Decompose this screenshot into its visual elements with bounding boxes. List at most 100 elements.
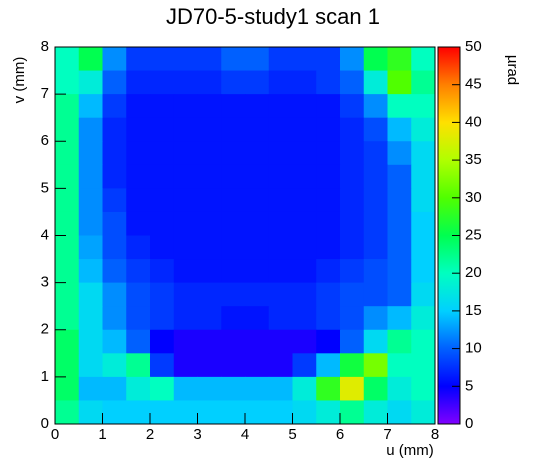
heatmap-cell: [221, 211, 246, 236]
heatmap-cell: [292, 211, 317, 236]
heatmap-cell: [387, 164, 412, 189]
heatmap-cell: [173, 353, 198, 378]
heatmap-cell: [173, 47, 198, 72]
heatmap-cell: [55, 117, 80, 142]
heatmap-cell: [78, 353, 103, 378]
heatmap-cell: [292, 188, 317, 213]
heatmap-cell: [78, 306, 103, 331]
heatmap-cell: [363, 117, 388, 142]
heatmap-cell: [411, 400, 436, 425]
heatmap-cell: [340, 94, 365, 119]
heatmap-cell: [197, 353, 222, 378]
heatmap-cell: [102, 47, 127, 72]
x-tick-label: 5: [288, 426, 296, 443]
heatmap-cell: [221, 70, 246, 95]
heatmap-cell: [411, 353, 436, 378]
heatmap-cell: [55, 329, 80, 354]
heatmap-cell: [292, 259, 317, 284]
heatmap-cell: [340, 376, 365, 401]
heatmap-cell: [316, 141, 341, 166]
heatmap-cell: [245, 235, 270, 260]
heatmap-cell: [387, 306, 412, 331]
colorbar-tick-label: 35: [465, 151, 482, 168]
heatmap-cell: [78, 141, 103, 166]
heatmap-cell: [55, 211, 80, 236]
heatmap-cell: [411, 282, 436, 307]
heatmap-cell: [411, 70, 436, 95]
heatmap-cell: [292, 353, 317, 378]
heatmap-cell: [411, 94, 436, 119]
heatmap-cell: [102, 141, 127, 166]
heatmap-cell: [268, 259, 293, 284]
heatmap-cell: [173, 164, 198, 189]
heatmap-cell: [387, 70, 412, 95]
heatmap-cell: [268, 211, 293, 236]
heatmap-cell: [221, 306, 246, 331]
colorbar-tick-label: 10: [465, 340, 482, 357]
heatmap-cell: [197, 282, 222, 307]
heatmap-cell: [316, 235, 341, 260]
heatmap-cell: [102, 306, 127, 331]
heatmap-cell: [387, 282, 412, 307]
heatmap-cell: [387, 235, 412, 260]
heatmap-cell: [292, 306, 317, 331]
heatmap-cell: [55, 47, 80, 72]
heatmap-cell: [126, 70, 151, 95]
heatmap-cell: [221, 400, 246, 425]
heatmap-cell: [363, 70, 388, 95]
heatmap-cell: [387, 211, 412, 236]
heatmap-cell: [268, 235, 293, 260]
heatmap-cell: [387, 117, 412, 142]
heatmap-cell: [316, 400, 341, 425]
heatmap-cell: [363, 400, 388, 425]
heatmap-cell: [363, 235, 388, 260]
heatmap-cell: [268, 188, 293, 213]
heatmap-cell: [316, 259, 341, 284]
heatmap-cell: [55, 400, 80, 425]
heatmap-cell: [173, 188, 198, 213]
heatmap-cell: [245, 259, 270, 284]
heatmap-cell: [221, 235, 246, 260]
heatmap-cell: [102, 353, 127, 378]
heatmap-cell: [245, 117, 270, 142]
heatmap-cell: [245, 329, 270, 354]
heatmap-cell: [55, 306, 80, 331]
heatmap-cell: [78, 235, 103, 260]
heatmap-cell: [78, 164, 103, 189]
heatmap-cell: [292, 141, 317, 166]
colorbar-tick-label: 5: [465, 377, 473, 394]
colorbar-tick-label: 20: [465, 264, 482, 281]
heatmap-cell: [55, 188, 80, 213]
heatmap-cell: [78, 329, 103, 354]
heatmap-cell: [221, 164, 246, 189]
heatmap-cell: [363, 329, 388, 354]
heatmap-cell: [316, 94, 341, 119]
heatmap-cell: [102, 164, 127, 189]
heatmap-cell: [197, 306, 222, 331]
heatmap-cell: [55, 235, 80, 260]
y-axis-label: v (mm): [11, 57, 28, 104]
heatmap-cell: [150, 70, 175, 95]
heatmap-cell: [150, 282, 175, 307]
heatmap-cell: [197, 376, 222, 401]
heatmap-cell: [411, 117, 436, 142]
heatmap-cell: [363, 376, 388, 401]
heatmap-cell: [363, 259, 388, 284]
x-tick-label: 7: [383, 426, 391, 443]
heatmap-cell: [126, 47, 151, 72]
heatmap-cell: [245, 282, 270, 307]
heatmap-cell: [387, 353, 412, 378]
heatmap-cell: [292, 117, 317, 142]
heatmap-cell: [245, 94, 270, 119]
heatmap-cell: [411, 188, 436, 213]
heatmap-cell: [173, 141, 198, 166]
heatmap-cell: [411, 306, 436, 331]
heatmap-cell: [126, 141, 151, 166]
heatmap-cell: [340, 235, 365, 260]
heatmap-cell: [221, 94, 246, 119]
heatmap-cell: [292, 282, 317, 307]
heatmap-cell: [292, 329, 317, 354]
heatmap-cell: [316, 211, 341, 236]
heatmap-cell: [55, 353, 80, 378]
heatmap-cell: [126, 376, 151, 401]
